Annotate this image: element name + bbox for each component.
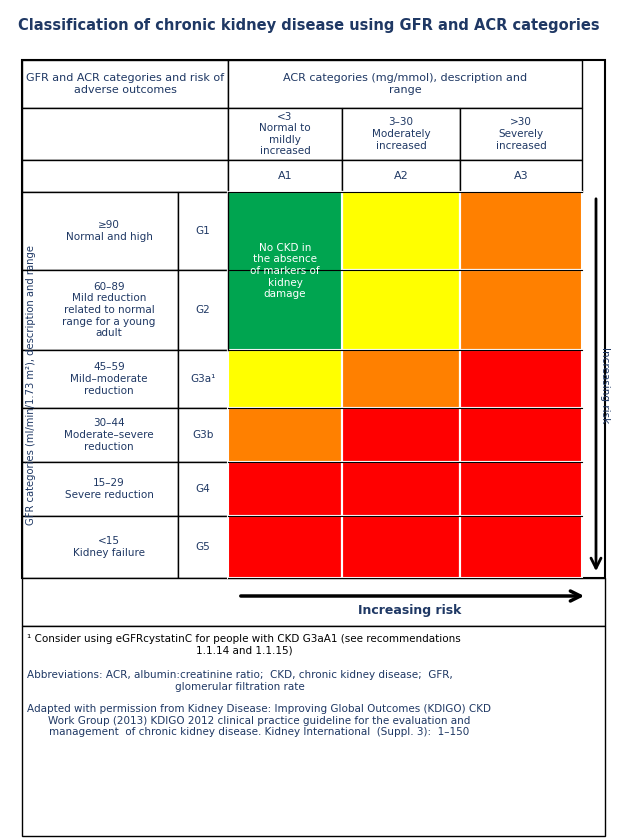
Text: G5: G5 xyxy=(196,542,210,552)
Text: G1: G1 xyxy=(196,226,210,236)
Bar xyxy=(342,270,460,350)
Text: Classification of chronic kidney disease using GFR and ACR categories: Classification of chronic kidney disease… xyxy=(18,18,599,33)
Bar xyxy=(228,160,342,192)
Bar xyxy=(460,108,582,160)
Bar xyxy=(460,408,582,462)
Bar xyxy=(342,350,460,408)
Text: A2: A2 xyxy=(394,171,408,181)
Bar xyxy=(460,192,582,270)
Text: 3–30
Moderately
increased: 3–30 Moderately increased xyxy=(371,117,430,151)
Bar xyxy=(178,408,228,462)
Bar xyxy=(22,270,178,350)
Text: ≥90
Normal and high: ≥90 Normal and high xyxy=(65,220,152,242)
Bar xyxy=(460,160,582,192)
Text: Adapted with permission from Kidney Disease: Improving Global Outcomes (KDIGO) C: Adapted with permission from Kidney Dise… xyxy=(27,704,491,737)
Bar xyxy=(342,160,460,192)
Bar xyxy=(22,60,605,578)
Bar xyxy=(22,108,228,160)
Bar xyxy=(228,350,342,408)
Bar xyxy=(460,516,582,578)
Bar xyxy=(460,270,582,350)
Bar xyxy=(342,192,460,270)
Text: 15–29
Severe reduction: 15–29 Severe reduction xyxy=(65,478,154,499)
Bar xyxy=(228,462,342,516)
Bar xyxy=(228,408,342,462)
Bar xyxy=(228,108,342,160)
Text: Increasing risk: Increasing risk xyxy=(358,603,462,617)
Bar xyxy=(178,350,228,408)
Bar xyxy=(342,408,460,462)
Text: Increasing risk: Increasing risk xyxy=(600,347,610,423)
Bar xyxy=(22,516,178,578)
Text: G3a¹: G3a¹ xyxy=(190,374,216,384)
Bar xyxy=(342,108,460,160)
Text: A1: A1 xyxy=(278,171,292,181)
Bar xyxy=(228,192,342,270)
Text: 45–59
Mild–moderate
reduction: 45–59 Mild–moderate reduction xyxy=(70,362,147,396)
Text: <3
Normal to
mildly
increased: <3 Normal to mildly increased xyxy=(259,111,311,157)
Bar xyxy=(22,626,605,836)
Text: Abbreviations: ACR, albumin:creatinine ratio;  CKD, chronic kidney disease;  GFR: Abbreviations: ACR, albumin:creatinine r… xyxy=(27,670,453,691)
Text: G3b: G3b xyxy=(193,430,213,440)
Text: >30
Severely
increased: >30 Severely increased xyxy=(495,117,547,151)
Text: 60–89
Mild reduction
related to normal
range for a young
adult: 60–89 Mild reduction related to normal r… xyxy=(62,282,155,339)
Bar xyxy=(22,462,178,516)
Text: G2: G2 xyxy=(196,305,210,315)
Bar xyxy=(228,60,582,108)
Text: GFR categories (ml/min/1.73 m²), description and range: GFR categories (ml/min/1.73 m²), descrip… xyxy=(26,245,36,525)
Bar xyxy=(22,192,178,270)
Text: G4: G4 xyxy=(196,484,210,494)
Text: <15
Kidney failure: <15 Kidney failure xyxy=(73,536,145,558)
Bar xyxy=(342,516,460,578)
Bar xyxy=(22,350,178,408)
Bar xyxy=(178,516,228,578)
Text: GFR and ACR categories and risk of
adverse outcomes: GFR and ACR categories and risk of adver… xyxy=(26,73,224,95)
Bar xyxy=(228,270,342,350)
Bar xyxy=(22,160,228,192)
Text: ¹ Consider using eGFRcystatinC for people with CKD G3aA1 (see recommendations
1.: ¹ Consider using eGFRcystatinC for peopl… xyxy=(27,634,461,655)
Bar xyxy=(22,408,178,462)
Bar xyxy=(22,578,605,626)
Bar xyxy=(22,60,228,108)
Text: A3: A3 xyxy=(514,171,528,181)
Text: No CKD in
the absence
of markers of
kidney
damage: No CKD in the absence of markers of kidn… xyxy=(250,243,320,299)
Bar xyxy=(178,462,228,516)
Bar xyxy=(460,350,582,408)
Bar xyxy=(228,192,342,350)
Bar xyxy=(178,192,228,270)
Bar xyxy=(460,462,582,516)
Bar xyxy=(178,270,228,350)
Text: 30–44
Moderate–severe
reduction: 30–44 Moderate–severe reduction xyxy=(64,418,154,452)
Text: ACR categories (mg/mmol), description and
range: ACR categories (mg/mmol), description an… xyxy=(283,73,527,95)
Bar xyxy=(342,462,460,516)
Bar xyxy=(228,516,342,578)
